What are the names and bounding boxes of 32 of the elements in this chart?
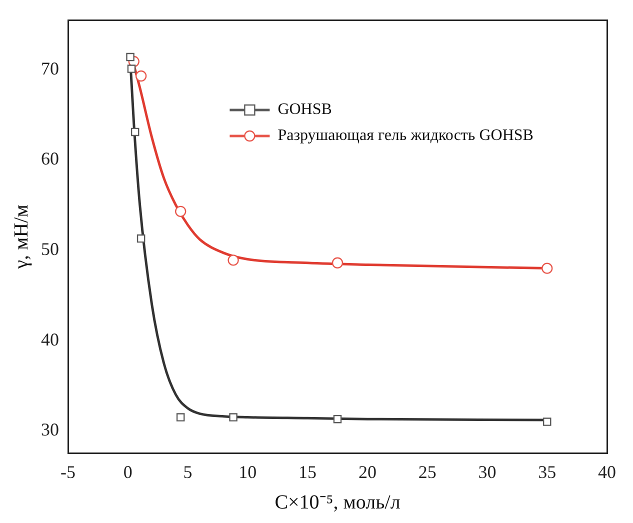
point [228,254,239,266]
point [130,128,140,136]
x-tick-label: 15 [298,462,317,482]
point [136,234,146,243]
point [176,413,185,422]
point [542,418,552,426]
x-tick-label: 30 [478,462,496,482]
x-tick-label: 20 [358,462,376,482]
x-tick-label: 25 [418,462,436,482]
point [333,414,342,424]
y-tick-label: 40 [41,329,59,350]
x-tick-label: -5 [60,462,76,482]
point [542,262,553,274]
point [135,70,147,82]
y-tick-label: 60 [41,148,59,169]
y-tick-label: 50 [41,238,59,259]
x-axis-title: C×10⁻⁵, моль/л [274,491,400,514]
legend-label: Разрушающая гель жидкость GOHSB [278,127,534,144]
legend-label: GOHSB [278,101,332,118]
x-tick-label: 40 [598,462,616,482]
y-axis-title: γ, мН/м [10,204,32,270]
x-tick-label: 5 [183,462,192,482]
y-tick-label: 70 [41,58,59,78]
point [127,64,136,73]
point [174,206,186,218]
x-tick-label: 35 [538,462,556,482]
point [126,52,134,62]
y-tick-label: 30 [41,420,59,440]
x-tick-label: 10 [238,462,257,482]
point [229,413,238,422]
x-tick-label: 0 [123,462,132,482]
point [332,257,344,268]
